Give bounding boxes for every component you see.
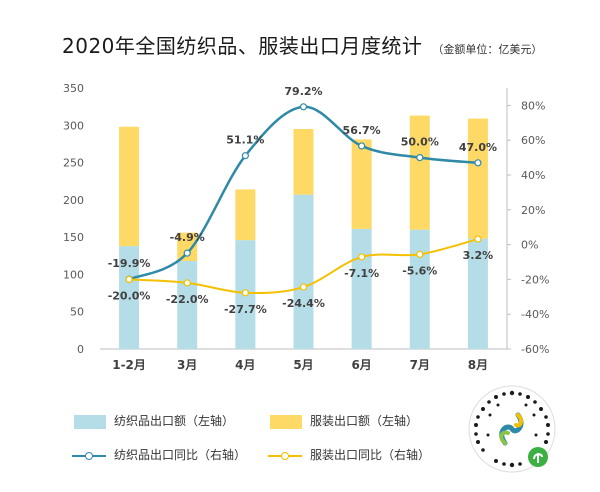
data-label-apparel-yoy: -24.4%	[282, 297, 325, 310]
point-apparel-yoy	[183, 279, 191, 287]
point-textile-yoy	[183, 249, 191, 257]
legend-label: 服装出口同比（右轴）	[310, 448, 431, 462]
legend-label: 服装出口额（左轴）	[310, 414, 419, 428]
data-label-textile-yoy: -4.9%	[170, 231, 205, 244]
title-row: 2020年全国纺织品、服装出口月度统计 （金额单位：亿美元）	[62, 30, 542, 59]
legend-label: 纺织品出口同比（右轴）	[114, 448, 247, 462]
right-axis-tick-label: -40%	[521, 308, 549, 321]
legend-item-apparel-value: 服装出口额（左轴）	[270, 412, 418, 429]
point-apparel-yoy	[241, 289, 249, 297]
bar-textile-value	[293, 194, 314, 349]
point-textile-yoy	[358, 142, 366, 150]
bar-textile-value	[119, 246, 140, 349]
x-axis-tick-label: 1-2月	[112, 358, 146, 372]
bar-apparel-value	[293, 129, 314, 195]
bar-textile-value	[467, 238, 488, 349]
chart-title: 2020年全国纺织品、服装出口月度统计	[62, 34, 423, 58]
point-apparel-yoy	[474, 235, 482, 243]
data-label-textile-yoy: 47.0%	[459, 141, 497, 154]
left-axis-tick-label: 0	[77, 343, 84, 356]
right-axis-tick-label: 0%	[521, 239, 538, 252]
point-apparel-yoy	[358, 253, 366, 261]
data-label-apparel-yoy: -22.0%	[166, 293, 209, 306]
bar-apparel-value	[235, 189, 256, 241]
bar-textile-value	[409, 229, 430, 349]
legend-swatch-textile-line	[72, 449, 106, 463]
right-axis-tick-label: -60%	[521, 343, 549, 356]
legend-item-apparel-yoy: 服装出口同比（右轴）	[268, 446, 430, 463]
data-label-textile-yoy: 51.1%	[226, 134, 264, 147]
legend-swatch-apparel-line	[268, 449, 302, 463]
right-axis-tick-label: 40%	[521, 169, 545, 182]
data-label-textile-yoy: 56.7%	[343, 124, 381, 137]
right-axis-tick-label: 80%	[521, 99, 545, 112]
left-axis-tick-label: 350	[63, 82, 84, 95]
point-apparel-yoy	[416, 250, 424, 258]
left-axis-tick-label: 200	[63, 194, 84, 207]
left-axis-tick-label: 100	[63, 268, 84, 281]
bar-apparel-value	[409, 115, 430, 230]
data-label-apparel-yoy: -7.1%	[344, 267, 379, 280]
x-axis-tick-label: 6月	[351, 358, 371, 372]
right-axis-tick-label: 20%	[521, 204, 545, 217]
data-label-textile-yoy: -19.9%	[108, 257, 151, 270]
point-apparel-yoy	[299, 283, 308, 291]
data-label-textile-yoy: 79.2%	[284, 85, 322, 98]
bar-apparel-value	[467, 118, 488, 239]
unit-note: （金额单位：亿美元）	[432, 43, 543, 56]
right-axis-tick-label: 60%	[521, 134, 545, 147]
point-textile-yoy	[474, 159, 482, 167]
bar-apparel-value	[351, 139, 372, 229]
right-axis-tick-label: -20%	[521, 273, 549, 286]
bar-apparel-value	[119, 126, 140, 247]
point-textile-yoy	[299, 103, 308, 111]
legend-item-textile-yoy: 纺织品出口同比（右轴）	[72, 446, 246, 463]
x-axis-tick-label: 3月	[177, 358, 197, 372]
left-axis-tick-label: 250	[63, 157, 84, 170]
x-axis-tick-label: 4月	[235, 358, 255, 372]
legend-swatch-apparel-bar	[270, 414, 302, 429]
x-axis-tick-label: 7月	[410, 358, 430, 372]
data-label-apparel-yoy: -20.0%	[108, 289, 151, 302]
x-axis-tick-label: 8月	[468, 358, 488, 372]
legend-item-textile-value: 纺织品出口额（左轴）	[74, 412, 234, 429]
data-label-apparel-yoy: -27.7%	[224, 303, 267, 316]
left-axis-tick-label: 300	[63, 119, 84, 132]
left-axis-tick-label: 150	[63, 231, 84, 244]
legend-label: 纺织品出口额（左轴）	[114, 414, 235, 428]
bar-textile-value	[351, 228, 372, 349]
point-apparel-yoy	[125, 275, 133, 283]
data-label-apparel-yoy: 3.2%	[463, 249, 494, 262]
legend-swatch-textile-bar	[74, 414, 106, 429]
point-textile-yoy	[241, 152, 249, 160]
point-textile-yoy	[416, 154, 424, 162]
x-axis-tick-label: 5月	[293, 358, 313, 372]
qr-code-logo	[468, 385, 556, 473]
data-label-textile-yoy: 50.0%	[401, 136, 439, 149]
data-label-apparel-yoy: -5.6%	[402, 264, 437, 277]
bar-apparel-value	[177, 232, 198, 262]
left-axis-tick-label: 50	[70, 306, 84, 319]
combo-chart: 0 50 100 150 200 250 300 350 -60% -40% -20% 0% 20% 40…	[63, 82, 549, 372]
